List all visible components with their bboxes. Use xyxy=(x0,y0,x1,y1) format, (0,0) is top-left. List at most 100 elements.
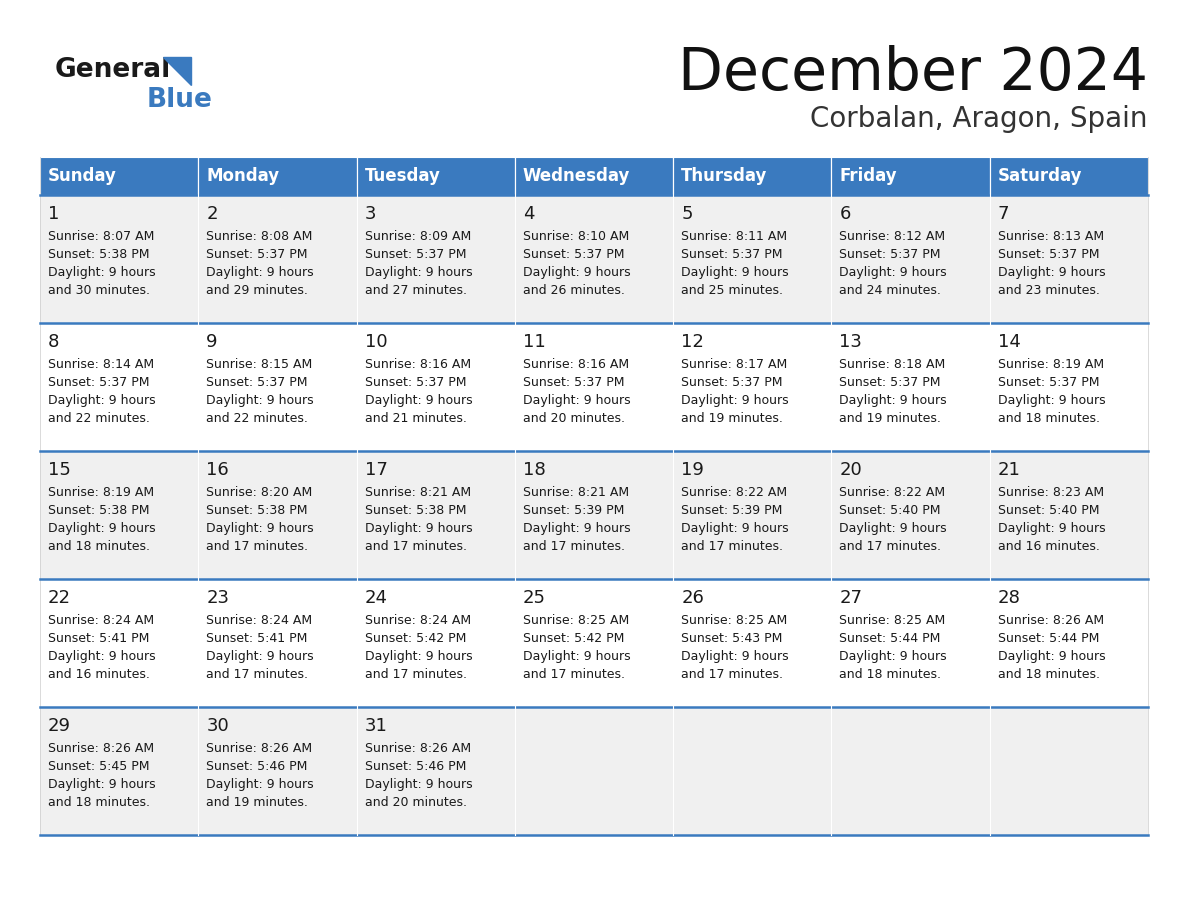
Text: Daylight: 9 hours: Daylight: 9 hours xyxy=(48,266,156,279)
Text: Daylight: 9 hours: Daylight: 9 hours xyxy=(998,522,1105,535)
Text: 16: 16 xyxy=(207,461,229,479)
Text: Sunrise: 8:24 AM: Sunrise: 8:24 AM xyxy=(207,614,312,627)
Text: Sunrise: 8:25 AM: Sunrise: 8:25 AM xyxy=(523,614,630,627)
Bar xyxy=(40,195,1148,323)
Text: Sunset: 5:37 PM: Sunset: 5:37 PM xyxy=(840,376,941,389)
Text: Daylight: 9 hours: Daylight: 9 hours xyxy=(840,522,947,535)
Text: Sunrise: 8:21 AM: Sunrise: 8:21 AM xyxy=(523,486,628,499)
Text: Sunset: 5:37 PM: Sunset: 5:37 PM xyxy=(365,376,466,389)
Text: and 22 minutes.: and 22 minutes. xyxy=(207,412,308,425)
Text: Sunset: 5:37 PM: Sunset: 5:37 PM xyxy=(207,248,308,261)
Bar xyxy=(198,157,356,195)
Text: and 18 minutes.: and 18 minutes. xyxy=(998,412,1100,425)
Text: Sunset: 5:38 PM: Sunset: 5:38 PM xyxy=(207,504,308,517)
Text: Sunset: 5:41 PM: Sunset: 5:41 PM xyxy=(207,632,308,645)
Text: Sunrise: 8:07 AM: Sunrise: 8:07 AM xyxy=(48,230,154,243)
Text: Daylight: 9 hours: Daylight: 9 hours xyxy=(523,522,631,535)
Text: Thursday: Thursday xyxy=(681,167,767,185)
Text: Sunrise: 8:22 AM: Sunrise: 8:22 AM xyxy=(840,486,946,499)
Text: Daylight: 9 hours: Daylight: 9 hours xyxy=(998,650,1105,663)
Text: Sunrise: 8:10 AM: Sunrise: 8:10 AM xyxy=(523,230,630,243)
Bar xyxy=(674,157,832,195)
Text: Daylight: 9 hours: Daylight: 9 hours xyxy=(48,522,156,535)
Text: 18: 18 xyxy=(523,461,545,479)
Text: and 26 minutes.: and 26 minutes. xyxy=(523,284,625,297)
Text: 22: 22 xyxy=(48,589,71,607)
Text: and 16 minutes.: and 16 minutes. xyxy=(998,540,1100,553)
Text: Sunrise: 8:19 AM: Sunrise: 8:19 AM xyxy=(48,486,154,499)
Text: Daylight: 9 hours: Daylight: 9 hours xyxy=(681,650,789,663)
Text: Sunset: 5:38 PM: Sunset: 5:38 PM xyxy=(48,504,150,517)
Text: Sunset: 5:37 PM: Sunset: 5:37 PM xyxy=(840,248,941,261)
Text: Sunrise: 8:19 AM: Sunrise: 8:19 AM xyxy=(998,358,1104,371)
Text: 1: 1 xyxy=(48,205,59,223)
Bar xyxy=(832,157,990,195)
Text: Sunset: 5:37 PM: Sunset: 5:37 PM xyxy=(523,248,625,261)
Text: Sunset: 5:37 PM: Sunset: 5:37 PM xyxy=(681,248,783,261)
Text: 2: 2 xyxy=(207,205,217,223)
Text: Sunrise: 8:25 AM: Sunrise: 8:25 AM xyxy=(681,614,788,627)
Text: Sunset: 5:46 PM: Sunset: 5:46 PM xyxy=(207,760,308,773)
Text: Sunrise: 8:12 AM: Sunrise: 8:12 AM xyxy=(840,230,946,243)
Text: 11: 11 xyxy=(523,333,545,351)
Text: Sunrise: 8:20 AM: Sunrise: 8:20 AM xyxy=(207,486,312,499)
Text: 8: 8 xyxy=(48,333,59,351)
Bar xyxy=(40,707,1148,835)
Text: 23: 23 xyxy=(207,589,229,607)
Text: and 20 minutes.: and 20 minutes. xyxy=(523,412,625,425)
Text: Daylight: 9 hours: Daylight: 9 hours xyxy=(48,650,156,663)
Text: Friday: Friday xyxy=(840,167,897,185)
Text: 21: 21 xyxy=(998,461,1020,479)
Text: 14: 14 xyxy=(998,333,1020,351)
Text: Sunrise: 8:24 AM: Sunrise: 8:24 AM xyxy=(48,614,154,627)
Text: 13: 13 xyxy=(840,333,862,351)
Text: Sunset: 5:45 PM: Sunset: 5:45 PM xyxy=(48,760,150,773)
Text: and 25 minutes.: and 25 minutes. xyxy=(681,284,783,297)
Text: and 29 minutes.: and 29 minutes. xyxy=(207,284,308,297)
Text: Daylight: 9 hours: Daylight: 9 hours xyxy=(840,394,947,407)
Text: 29: 29 xyxy=(48,717,71,735)
Text: and 19 minutes.: and 19 minutes. xyxy=(681,412,783,425)
Text: Sunset: 5:39 PM: Sunset: 5:39 PM xyxy=(523,504,624,517)
Text: Sunrise: 8:13 AM: Sunrise: 8:13 AM xyxy=(998,230,1104,243)
Text: Sunrise: 8:08 AM: Sunrise: 8:08 AM xyxy=(207,230,312,243)
Text: Sunset: 5:37 PM: Sunset: 5:37 PM xyxy=(365,248,466,261)
Text: and 17 minutes.: and 17 minutes. xyxy=(207,668,308,681)
Text: Daylight: 9 hours: Daylight: 9 hours xyxy=(523,394,631,407)
Text: Daylight: 9 hours: Daylight: 9 hours xyxy=(998,394,1105,407)
Text: and 20 minutes.: and 20 minutes. xyxy=(365,796,467,809)
Text: Monday: Monday xyxy=(207,167,279,185)
Text: Sunrise: 8:14 AM: Sunrise: 8:14 AM xyxy=(48,358,154,371)
Text: Daylight: 9 hours: Daylight: 9 hours xyxy=(207,650,314,663)
Text: Sunrise: 8:26 AM: Sunrise: 8:26 AM xyxy=(365,742,470,755)
Text: and 17 minutes.: and 17 minutes. xyxy=(523,668,625,681)
Text: 31: 31 xyxy=(365,717,387,735)
Text: and 18 minutes.: and 18 minutes. xyxy=(840,668,941,681)
Text: 10: 10 xyxy=(365,333,387,351)
Text: Sunset: 5:42 PM: Sunset: 5:42 PM xyxy=(523,632,624,645)
Text: and 19 minutes.: and 19 minutes. xyxy=(840,412,941,425)
Text: Sunrise: 8:26 AM: Sunrise: 8:26 AM xyxy=(48,742,154,755)
Text: Sunrise: 8:15 AM: Sunrise: 8:15 AM xyxy=(207,358,312,371)
Bar xyxy=(356,157,514,195)
Text: Sunset: 5:37 PM: Sunset: 5:37 PM xyxy=(207,376,308,389)
Text: and 17 minutes.: and 17 minutes. xyxy=(681,668,783,681)
Text: 20: 20 xyxy=(840,461,862,479)
Text: 19: 19 xyxy=(681,461,704,479)
Text: General: General xyxy=(55,57,171,83)
Text: and 17 minutes.: and 17 minutes. xyxy=(207,540,308,553)
Text: Sunrise: 8:09 AM: Sunrise: 8:09 AM xyxy=(365,230,470,243)
Text: 28: 28 xyxy=(998,589,1020,607)
Text: Daylight: 9 hours: Daylight: 9 hours xyxy=(207,266,314,279)
Text: Sunset: 5:38 PM: Sunset: 5:38 PM xyxy=(48,248,150,261)
Text: Daylight: 9 hours: Daylight: 9 hours xyxy=(207,778,314,791)
Text: Sunrise: 8:22 AM: Sunrise: 8:22 AM xyxy=(681,486,788,499)
Text: and 17 minutes.: and 17 minutes. xyxy=(840,540,941,553)
Text: Sunrise: 8:25 AM: Sunrise: 8:25 AM xyxy=(840,614,946,627)
Text: Daylight: 9 hours: Daylight: 9 hours xyxy=(48,778,156,791)
Text: Sunset: 5:38 PM: Sunset: 5:38 PM xyxy=(365,504,466,517)
Text: Daylight: 9 hours: Daylight: 9 hours xyxy=(48,394,156,407)
Text: 7: 7 xyxy=(998,205,1010,223)
Text: Daylight: 9 hours: Daylight: 9 hours xyxy=(998,266,1105,279)
Text: Tuesday: Tuesday xyxy=(365,167,441,185)
